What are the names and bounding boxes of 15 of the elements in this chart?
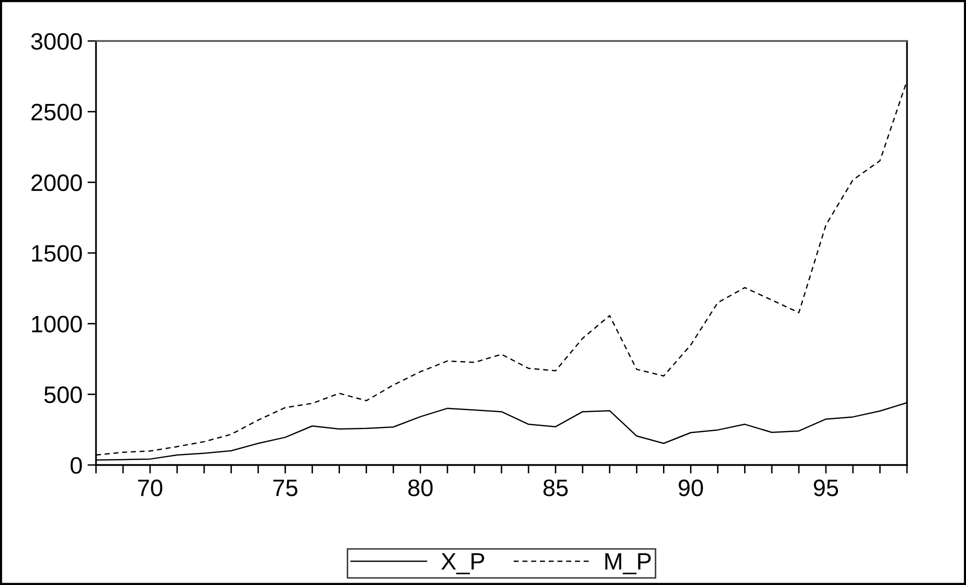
x-tick-label: 95: [814, 480, 838, 496]
y-tick-label: 2500: [31, 104, 82, 120]
y-tick-label: 2000: [31, 174, 82, 192]
x-tick-label: 90: [678, 480, 703, 496]
y-tick-label: 500: [44, 386, 82, 404]
legend-label: M_P: [605, 553, 651, 574]
y-tick-label: 0: [70, 457, 82, 474]
y-tick-label: 1000: [32, 316, 82, 332]
y-tick-label: 1500: [32, 245, 82, 262]
x-tick-label: 85: [543, 480, 568, 496]
y-tick-label: 3000: [31, 33, 82, 50]
x-tick-label: 75: [273, 480, 298, 496]
x-tick-label: 70: [138, 480, 162, 496]
legend-label: X_P: [441, 553, 484, 574]
x-tick-label: 80: [408, 480, 433, 496]
